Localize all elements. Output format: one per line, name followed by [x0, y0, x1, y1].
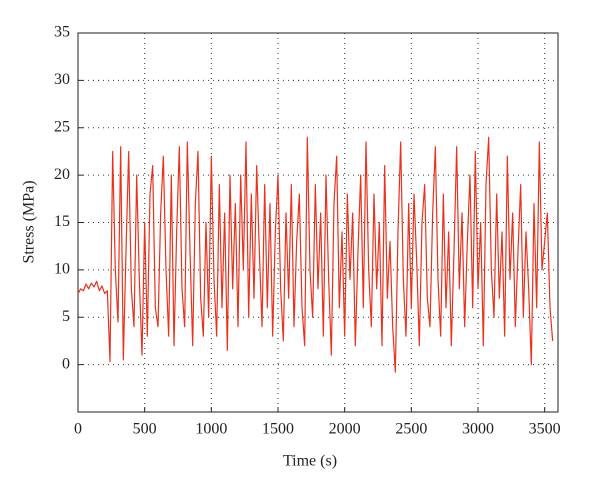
y-tick-label: 30: [54, 71, 70, 88]
data-line: [77, 136, 554, 373]
y-tick-label: 20: [54, 166, 70, 183]
x-tick-label: 1000: [195, 421, 227, 438]
y-tick-label: 10: [54, 261, 70, 278]
x-tick-label: 0: [74, 421, 82, 438]
x-tick-label: 2500: [395, 421, 427, 438]
x-tick-label: 2000: [329, 421, 361, 438]
y-axis-label: Stress (MPa): [21, 180, 38, 263]
y-tick-label: 35: [54, 24, 70, 41]
x-tick-label: 500: [133, 421, 157, 438]
y-tick-label: 5: [62, 308, 70, 325]
x-axis-label: Time (s): [283, 453, 337, 470]
x-tick-label: 3000: [462, 421, 494, 438]
y-tick-label: 0: [62, 355, 70, 372]
x-tick-label: 3500: [529, 421, 561, 438]
y-tick-label: 25: [54, 118, 70, 135]
y-tick-label: 15: [54, 213, 70, 230]
x-tick-label: 1500: [262, 421, 294, 438]
